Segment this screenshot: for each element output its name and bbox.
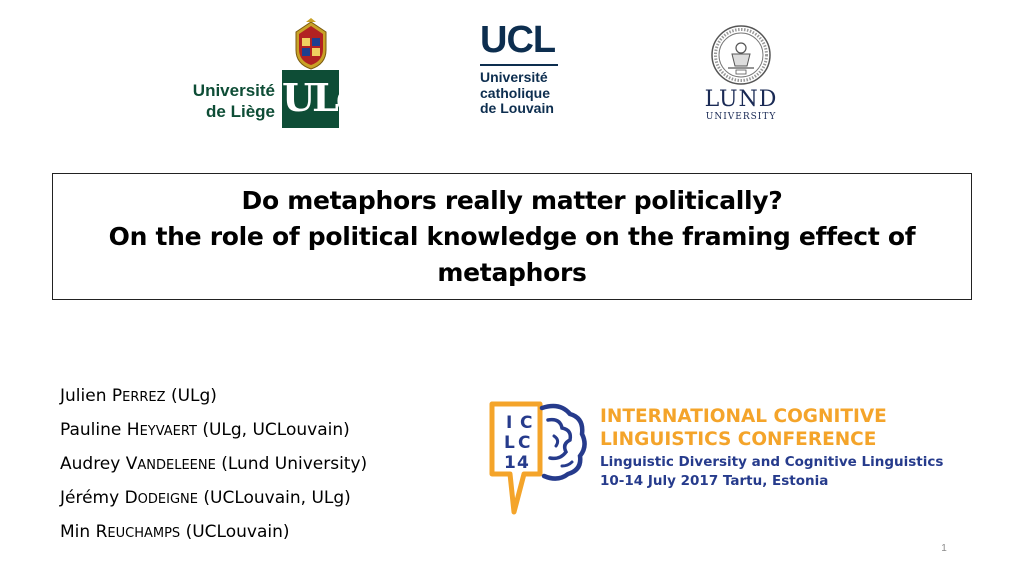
ulg-text-line2: de Liège [206,102,275,121]
lund-university-label: UNIVERSITY [705,112,777,122]
conference-title-line1: INTERNATIONAL COGNITIVE [600,406,887,427]
author-surname-initial: P [111,386,123,406]
author-first-name: Pauline [60,420,127,440]
ucl-wordmark: Université catholique de Louvain [480,69,554,117]
ulg-text-line1: Université [192,81,275,100]
ucl-logo: UCL Université catholique de Louvain [480,20,560,128]
ulg-letters: ULg [282,75,362,120]
title-box: Do metaphors really matter politically? … [52,173,972,300]
conference-subtitle: Linguistic Diversity and Cognitive Lingu… [600,454,944,470]
author-affiliation: (UCLouvain, ULg) [197,488,351,508]
title-line3: metaphors [437,257,587,287]
conf-logo-letter: C [518,433,530,453]
ulg-crest-icon [295,18,327,70]
author-item: Audrey Vandeleene (Lund University) [60,448,460,482]
author-first-name: Min [60,522,96,542]
author-surname-initial: V [125,454,138,474]
author-first-name: Audrey [60,454,126,474]
ucl-divider [480,64,558,66]
conf-logo-letter: L [504,433,515,453]
author-surname-initial: R [95,522,108,542]
author-surname-initial: H [126,420,140,440]
ucl-line1: Université [480,69,548,85]
title-line2: On the role of political knowledge on th… [108,221,916,251]
ucl-line2: catholique [480,84,551,101]
conf-logo-letter: C [520,413,532,433]
author-item: Jérémy Dodeigne (UCLouvain, ULg) [60,482,460,516]
conference-brain-logo-icon: I C L C 1 4 [489,401,587,515]
author-surname-initial: D [124,488,138,508]
author-surname-rest: odeigne [137,492,198,507]
conf-logo-letter: 1 [504,453,516,473]
conf-logo-letter: 4 [517,453,529,473]
author-first-name: Jérémy [60,488,125,508]
conference-banner: I C L C 1 4 INTERNATIONAL COGNITIVE LING… [488,400,988,520]
author-list: Julien Perrez (ULg) Pauline Heyvaert (UL… [60,380,460,550]
author-affiliation: (Lund University) [215,454,368,474]
author-surname-rest: andeleene [137,458,216,473]
lund-logo: LUND UNIVERSITY [700,24,782,124]
conference-title-line2: LINGUISTICS CONFERENCE [600,429,877,450]
conference-details: Linguistic Diversity and Cognitive Lingu… [600,453,943,491]
author-affiliation: (UCLouvain) [180,522,290,542]
author-affiliation: (ULg) [165,386,217,406]
author-surname-rest: eyvaert [139,424,197,439]
ulg-block: ULg [282,70,362,128]
author-affiliation: (ULg, UCLouvain) [196,420,350,440]
author-surname-rest: euchamps [107,526,181,541]
author-item: Pauline Heyvaert (ULg, UCLouvain) [60,414,460,448]
conference-dates: 10-14 July 2017 Tartu, Estonia [600,473,829,489]
title-line1: Do metaphors really matter politically? [241,185,783,215]
lund-seal-icon [711,25,771,85]
author-first-name: Julien [60,386,112,406]
lund-name: LUND [704,87,778,112]
ulg-wordmark: Université de Liège [190,80,275,122]
conference-title: INTERNATIONAL COGNITIVE LINGUISTICS CONF… [600,405,887,451]
ulg-logo: Université de Liège ULg [190,18,362,130]
author-surname-rest: errez [122,390,166,405]
page-number: 1 [941,543,947,554]
conf-logo-letter: I [506,413,512,433]
ucl-acronym: UCL [480,19,556,61]
ucl-line3: de Louvain [480,100,554,116]
author-item: Min Reuchamps (UCLouvain) [60,516,460,550]
author-item: Julien Perrez (ULg) [60,380,460,414]
